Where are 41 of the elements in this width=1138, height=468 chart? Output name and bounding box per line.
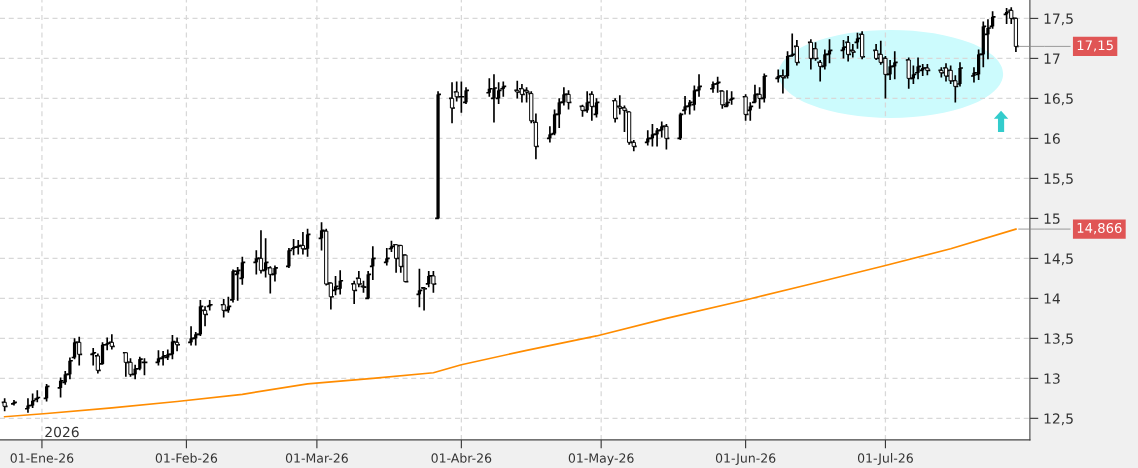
candlestick — [678, 112, 683, 141]
x-tick-label: 01-May-26 — [568, 453, 634, 466]
y-tick-label: 14 — [1044, 293, 1060, 304]
candlestick — [352, 280, 357, 304]
candlestick — [650, 123, 655, 147]
x-tick-label: 01-Abr-26 — [431, 453, 492, 463]
x-tick-label: 01-Jul-26 — [857, 453, 913, 466]
candlestick — [873, 43, 879, 61]
candlestick — [514, 80, 521, 99]
y-tick-label: 13 — [1044, 373, 1060, 384]
candlestick — [436, 91, 440, 220]
y-tick-label: 16 — [1044, 133, 1060, 144]
line-series — [3, 228, 1017, 418]
x-tick-label: 01-Feb-26 — [155, 453, 218, 463]
y-tick-label: 17 — [1044, 53, 1060, 64]
candlestick — [458, 81, 465, 113]
candlestick — [616, 95, 623, 115]
x-tick-label: 01-Jun-26 — [715, 453, 776, 466]
x-tick-label: 01-Ene-26 — [10, 453, 74, 463]
candlestick — [141, 358, 148, 376]
y-tick-label: 12,5 — [1044, 413, 1073, 426]
y-tick-label: 16,5 — [1044, 93, 1073, 106]
annotation: 17,15 — [1077, 40, 1113, 52]
candlestick — [393, 243, 399, 273]
y-tick-label: 17,5 — [1044, 13, 1073, 26]
annotation: 2026 — [45, 426, 79, 438]
y-tick-label: 15,5 — [1044, 173, 1073, 186]
candlestick — [939, 67, 944, 78]
annotation: 14,866 — [1077, 222, 1122, 235]
candlestick — [613, 98, 618, 123]
y-tick-label: 13,5 — [1044, 333, 1073, 346]
x-tick-label: 01-Mar-26 — [285, 453, 348, 463]
candlestick — [813, 42, 818, 61]
candlestick — [449, 82, 455, 124]
candlestick — [11, 399, 17, 406]
candlestick — [44, 383, 49, 402]
y-tick-label: 15 — [1044, 213, 1060, 224]
candlestick — [161, 351, 165, 366]
y-tick-label: 14,5 — [1044, 253, 1073, 266]
candlestick — [189, 326, 193, 346]
candlestick — [77, 336, 82, 366]
